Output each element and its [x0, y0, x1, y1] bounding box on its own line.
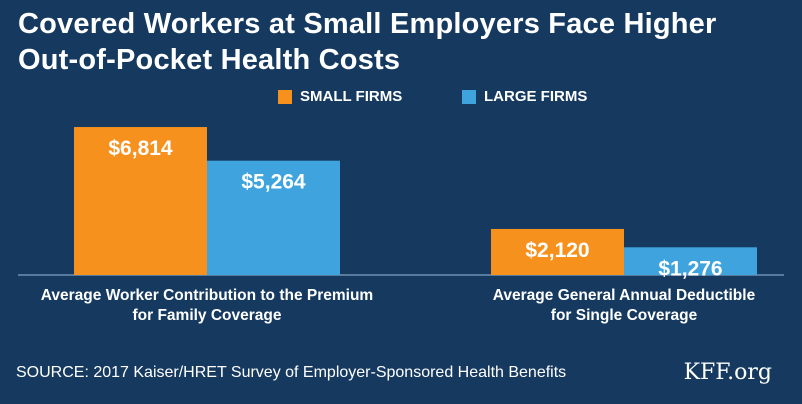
data-label-large-firms-0: $5,264: [241, 171, 306, 194]
category-label-1-line-1: Average General Annual Deductible: [493, 287, 756, 304]
legend-item-large-firms: LARGE FIRMS: [462, 88, 587, 105]
bar-large-firms-1: [624, 247, 757, 275]
legend-swatch-small-firms: [278, 89, 292, 104]
chart-title-line-2: Out-of-Pocket Health Costs: [18, 44, 401, 76]
chart-title-line-1: Covered Workers at Small Employers Face …: [18, 8, 717, 40]
bar-small-firms-1: [491, 228, 624, 275]
chart-title: Covered Workers at Small Employers Face …: [18, 6, 788, 78]
bar-chart: $6,814 $5,264 Average Worker Contribution …: [18, 127, 784, 324]
source-note: SOURCE: 2017 Kaiser/HRET Survey of Emplo…: [16, 364, 567, 381]
category-label-0-line-1: Average Worker Contribution to the Premi…: [41, 287, 373, 304]
legend-swatch-large-firms: [462, 89, 476, 104]
brand-logo: KFF.org: [683, 360, 772, 385]
category-label-0-line-2: for Family Coverage: [132, 307, 281, 324]
bar-small-firms-0: [74, 127, 207, 276]
bar-large-firms-0: [207, 160, 340, 275]
legend-label-small-firms: SMALL FIRMS: [300, 88, 403, 105]
category-label-1-line-2: for Single Coverage: [551, 307, 698, 324]
legend-item-small-firms: SMALL FIRMS: [278, 88, 402, 105]
data-label-small-firms-0: $6,814: [108, 137, 173, 160]
legend-label-large-firms: LARGE FIRMS: [484, 88, 588, 105]
data-label-large-firms-1: $1,276: [658, 257, 722, 280]
chart-legend: SMALL FIRMS LARGE FIRMS: [0, 88, 802, 112]
data-label-small-firms-1: $2,120: [525, 239, 589, 262]
